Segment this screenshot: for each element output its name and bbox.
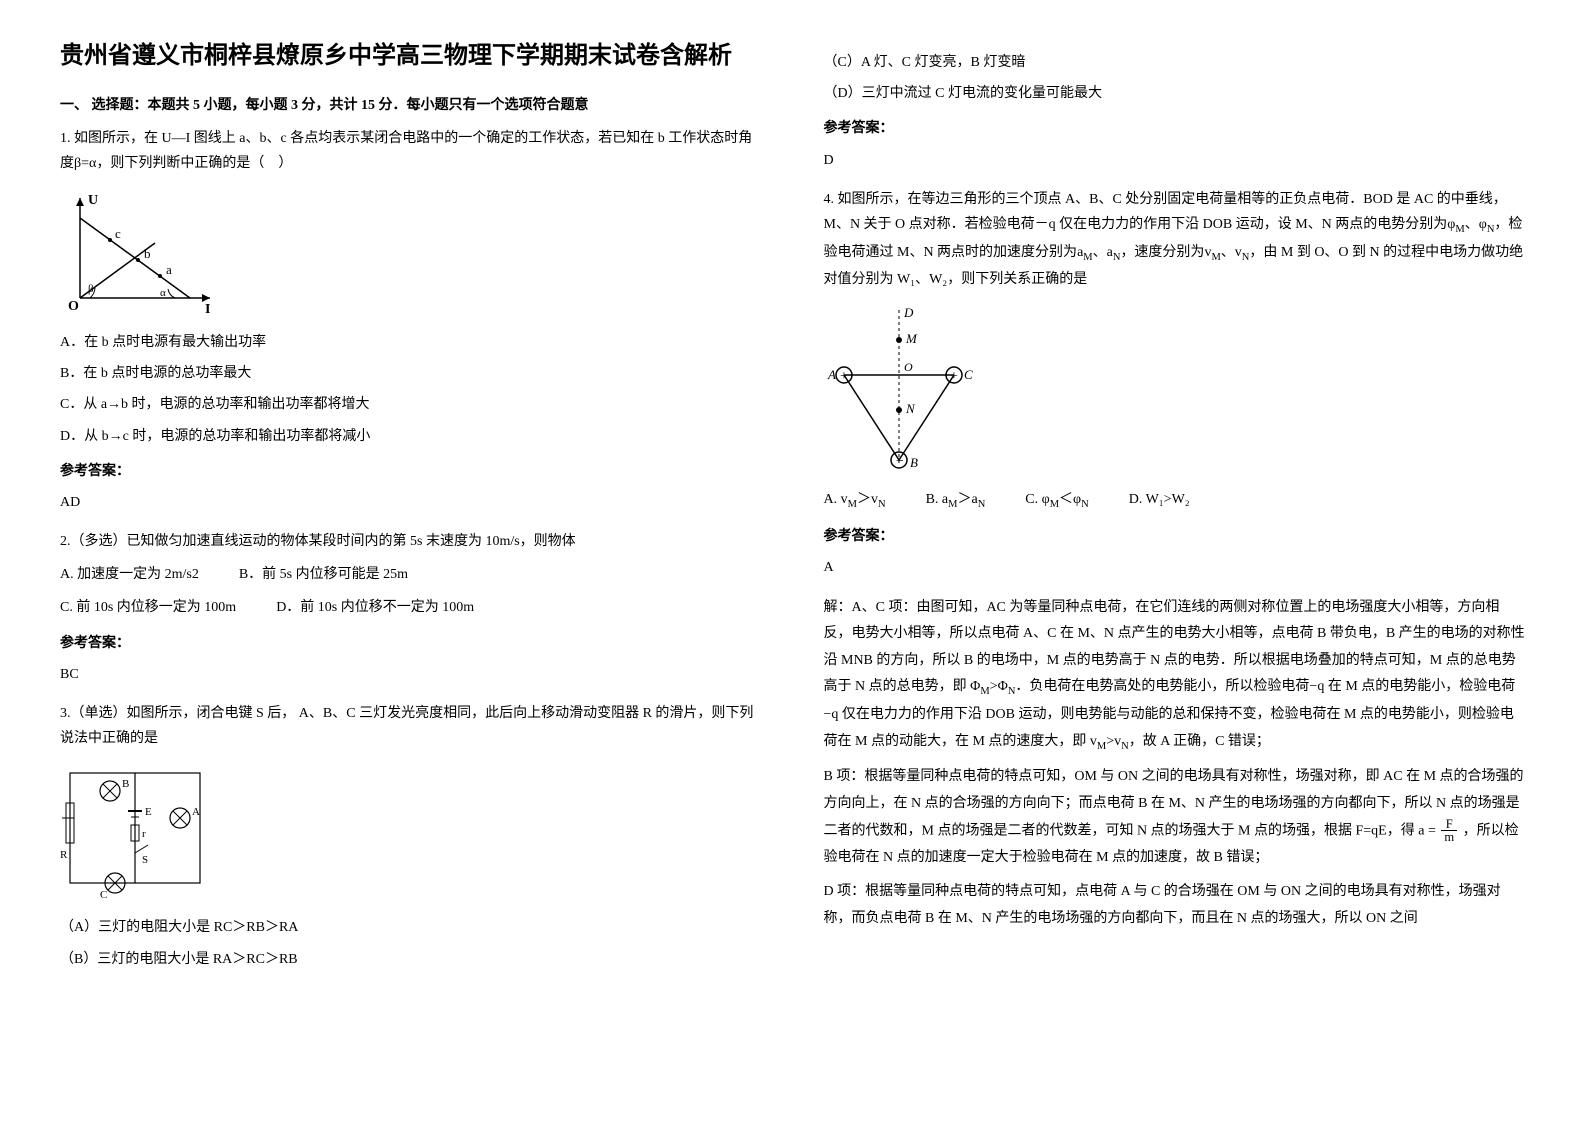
svg-text:B: B: [910, 455, 918, 470]
q3-answer-label: 参考答案：: [824, 116, 1528, 141]
svg-text:−: −: [896, 454, 904, 469]
q1-answer: AD: [60, 490, 764, 515]
q3-answer: D: [824, 148, 1528, 173]
svg-text:N: N: [905, 401, 916, 416]
q1-figure: U I O c b a β α: [60, 188, 764, 318]
svg-text:C: C: [100, 889, 107, 901]
svg-text:C: C: [964, 367, 973, 382]
svg-text:U: U: [88, 193, 98, 208]
svg-text:c: c: [115, 226, 121, 241]
question-2: 2.（多选）已知做匀加速直线运动的物体某段时间内的第 5s 末速度为 10m/s…: [60, 529, 764, 687]
q2-option-d: D．前 10s 内位移不一定为 100m: [276, 595, 474, 620]
svg-text:E: E: [145, 806, 152, 818]
q1-answer-label: 参考答案：: [60, 459, 764, 484]
q3-option-b: （B）三灯的电阻大小是 RA＞RC＞RB: [60, 947, 764, 972]
q2-answer: BC: [60, 662, 764, 687]
svg-text:+: +: [840, 369, 848, 384]
svg-text:r: r: [142, 828, 146, 840]
svg-text:D: D: [903, 305, 914, 320]
svg-text:S: S: [142, 854, 148, 866]
q4-answer-label: 参考答案：: [824, 524, 1528, 549]
svg-text:+: +: [950, 369, 958, 384]
svg-text:a: a: [166, 262, 172, 277]
q4-option-d: D. W₁>W₂: [1129, 487, 1190, 515]
q4-options: A. vM＞vN B. aM＞aN C. φM＜φN D. W₁>W₂: [824, 487, 1528, 515]
svg-text:B: B: [122, 778, 129, 790]
q2-option-b: B．前 5s 内位移可能是 25m: [239, 562, 408, 587]
question-3: 3.（单选）如图所示，闭合电键 S 后， A、B、C 三灯发光亮度相同，此后向上…: [60, 701, 764, 972]
q4-answer: A: [824, 555, 1528, 580]
svg-text:R: R: [60, 849, 68, 861]
q4-option-c: C. φM＜φN: [1025, 487, 1088, 515]
q3-option-c: （C）A 灯、C 灯变亮，B 灯变暗: [824, 50, 1528, 75]
q2-answer-label: 参考答案：: [60, 631, 764, 656]
svg-text:M: M: [905, 331, 918, 346]
q2-stem: 2.（多选）已知做匀加速直线运动的物体某段时间内的第 5s 末速度为 10m/s…: [60, 529, 764, 554]
svg-text:β: β: [88, 283, 94, 295]
question-4: 4. 如图所示，在等边三角形的三个顶点 A、B、C 处分别固定电荷量相等的正负点…: [824, 187, 1528, 933]
q3-option-d: （D）三灯中流过 C 灯电流的变化量可能最大: [824, 81, 1528, 106]
svg-text:O: O: [904, 360, 913, 374]
svg-text:A: A: [192, 806, 200, 818]
q3-option-a: （A）三灯的电阻大小是 RC＞RB＞RA: [60, 915, 764, 940]
q3-stem: 3.（单选）如图所示，闭合电键 S 后， A、B、C 三灯发光亮度相同，此后向上…: [60, 701, 764, 751]
question-1: 1. 如图所示，在 U—I 图线上 a、b、c 各点均表示某闭合电路中的一个确定…: [60, 126, 764, 516]
page-title: 贵州省遵义市桐梓县燎原乡中学高三物理下学期期末试卷含解析: [60, 40, 764, 74]
svg-text:O: O: [68, 299, 79, 314]
q4-explain-3: D 项：根据等量同种点电荷的特点可知，点电荷 A 与 C 的合场强在 OM 与 …: [824, 879, 1528, 932]
q1-option-d: D．从 b→c 时，电源的总功率和输出功率都将减小: [60, 424, 764, 449]
svg-text:I: I: [205, 302, 210, 317]
q2-option-c: C. 前 10s 内位移一定为 100m: [60, 595, 236, 620]
question-3-cont: （C）A 灯、C 灯变亮，B 灯变暗 （D）三灯中流过 C 灯电流的变化量可能最…: [824, 50, 1528, 173]
q1-option-b: B．在 b 点时电源的总功率最大: [60, 361, 764, 386]
q1-option-c: C．从 a→b 时，电源的总功率和输出功率都将增大: [60, 392, 764, 417]
section-heading: 一、 选择题：本题共 5 小题，每小题 3 分，共计 15 分．每小题只有一个选…: [60, 94, 764, 114]
q1-stem: 1. 如图所示，在 U—I 图线上 a、b、c 各点均表示某闭合电路中的一个确定…: [60, 126, 764, 176]
q2-option-a: A. 加速度一定为 2m/s2: [60, 562, 199, 587]
q3-figure: R B E r S: [60, 763, 764, 903]
svg-text:A: A: [827, 367, 836, 382]
svg-text:α: α: [160, 287, 166, 299]
q1-option-a: A．在 b 点时电源有最大输出功率: [60, 330, 764, 355]
q4-explain-1: 解：A、C 项：由图可知，AC 为等量同种点电荷，在它们连线的两侧对称位置上的电…: [824, 595, 1528, 757]
svg-text:b: b: [144, 246, 151, 261]
q4-figure: D M + A + C − B: [824, 305, 1528, 475]
q4-stem: 4. 如图所示，在等边三角形的三个顶点 A、B、C 处分别固定电荷量相等的正负点…: [824, 187, 1528, 293]
q4-explain-2: B 项：根据等量同种点电荷的特点可知，OM 与 ON 之间的电场具有对称性，场强…: [824, 764, 1528, 871]
q4-option-a: A. vM＞vN: [824, 487, 886, 515]
q4-option-b: B. aM＞aN: [926, 487, 986, 515]
